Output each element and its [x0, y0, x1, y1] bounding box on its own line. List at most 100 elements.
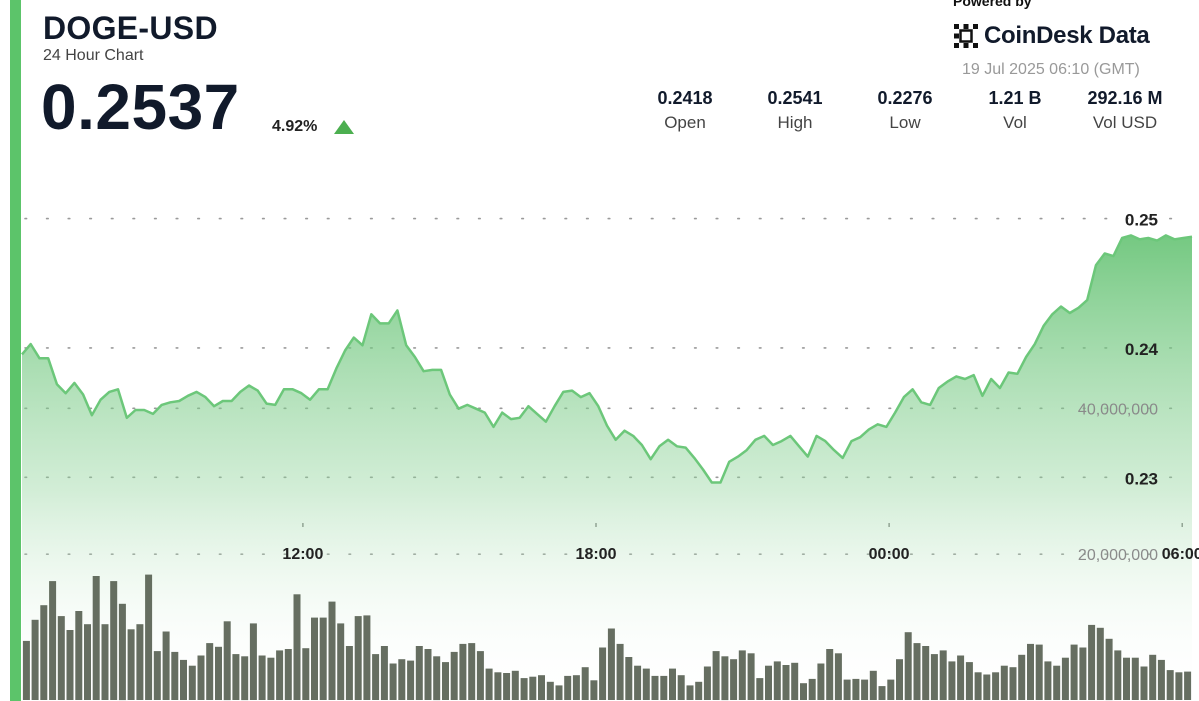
- volume-bar: [1149, 654, 1157, 700]
- volume-bar: [415, 646, 423, 700]
- volume-bar: [642, 668, 650, 700]
- volume-bar: [1079, 647, 1087, 700]
- volume-bar: [197, 655, 205, 700]
- x-tick-label: 06:00: [1162, 546, 1199, 563]
- volume-bar: [398, 659, 406, 700]
- volume-bar: [607, 628, 615, 700]
- volume-bar: [1114, 650, 1122, 700]
- brand-name: CoinDesk Data: [984, 22, 1150, 49]
- stat-label: High: [777, 113, 813, 132]
- volume-bar: [913, 643, 921, 700]
- volume-bar: [625, 657, 633, 700]
- volume-bar: [258, 655, 266, 700]
- volume-bar: [747, 653, 755, 700]
- volume-bar: [311, 617, 318, 700]
- volume-bar: [1000, 665, 1008, 700]
- volume-bar: [616, 643, 624, 700]
- volume-bar: [765, 665, 772, 700]
- stat-vol: 1.21 B Vol: [960, 88, 1070, 133]
- powered-by-label: Powered by: [953, 0, 1032, 9]
- volume-bar: [520, 678, 528, 700]
- volume-bar: [284, 649, 292, 700]
- volume-bar: [40, 605, 48, 700]
- symbol-title: DOGE-USD: [43, 10, 218, 46]
- volume-bar: [424, 649, 432, 700]
- volume-bar: [756, 678, 764, 700]
- volume-bar: [442, 662, 449, 700]
- volume-bar: [677, 675, 685, 700]
- volume-bar: [590, 680, 598, 700]
- volume-bar: [49, 581, 57, 700]
- stat-value: 0.2276: [877, 88, 933, 108]
- volume-bar: [127, 629, 135, 700]
- volume-bar: [162, 631, 170, 700]
- volume-bar: [319, 617, 327, 700]
- volume-tick-label: 40,000,000: [1078, 401, 1158, 418]
- volume-bar: [538, 675, 545, 700]
- volume-bar: [354, 616, 362, 700]
- volume-bar: [869, 670, 877, 700]
- volume-bar: [118, 603, 126, 701]
- price-change-percent: 4.92%: [272, 118, 318, 135]
- volume-bar: [826, 649, 834, 700]
- volume-bar: [1070, 644, 1078, 700]
- volume-bar: [1123, 657, 1130, 700]
- volume-bar: [101, 624, 109, 700]
- volume-bar: [974, 672, 982, 700]
- brand-logo[interactable]: CoinDesk Data: [952, 22, 1150, 50]
- volume-bar: [572, 675, 580, 700]
- volume-bar: [476, 651, 484, 700]
- price-area-fill: [22, 235, 1192, 700]
- volume-bar: [1184, 671, 1192, 700]
- volume-bar: [843, 679, 851, 700]
- volume-bar: [904, 632, 912, 700]
- volume-bar: [686, 685, 694, 700]
- volume-bar: [712, 651, 720, 700]
- volume-bar: [651, 675, 659, 700]
- volume-bar: [808, 678, 816, 700]
- volume-bar: [380, 646, 388, 700]
- volume-bar: [878, 686, 886, 700]
- up-arrow-icon: [334, 120, 354, 134]
- volume-bar: [564, 675, 572, 700]
- volume-bar: [695, 681, 703, 700]
- volume-bar: [965, 662, 973, 700]
- volume-bar: [773, 661, 781, 700]
- volume-bar: [669, 668, 676, 700]
- stat-label: Vol: [1003, 113, 1027, 132]
- volume-bar: [581, 667, 589, 700]
- volume-bar: [1157, 659, 1165, 700]
- volume-bar: [153, 651, 161, 700]
- volume-bar: [1035, 644, 1043, 700]
- volume-bar: [84, 624, 91, 700]
- volume-bar: [992, 672, 1000, 700]
- left-accent-bar: [10, 0, 21, 701]
- volume-bar: [983, 674, 991, 700]
- volume-bar: [345, 646, 353, 700]
- volume-bar: [930, 654, 938, 700]
- volume-bar: [834, 653, 842, 700]
- volume-bar: [223, 621, 231, 701]
- volume-bar: [450, 651, 458, 700]
- volume-bar: [948, 661, 956, 700]
- volume-bar: [433, 656, 441, 701]
- price-tick-label: 0.24: [1125, 340, 1159, 359]
- stat-vol-usd: 292.16 M Vol USD: [1070, 88, 1180, 133]
- volume-bar: [485, 668, 493, 700]
- volume-bar: [293, 594, 301, 700]
- volume-bar: [852, 678, 860, 700]
- x-tick-label: 12:00: [282, 546, 323, 563]
- stat-label: Vol USD: [1092, 113, 1158, 132]
- volume-tick-label: 20,000,000: [1078, 547, 1158, 564]
- volume-bar: [861, 679, 869, 700]
- volume-bar: [1018, 654, 1026, 700]
- volume-bar: [337, 623, 345, 700]
- volume-bar: [800, 683, 807, 700]
- price-tick-label: 0.25: [1125, 211, 1158, 230]
- volume-bar: [494, 672, 502, 700]
- volume-bar: [241, 656, 249, 701]
- price-line: [21, 234, 1193, 484]
- volume-bar: [110, 581, 118, 700]
- volume-bar: [22, 640, 30, 700]
